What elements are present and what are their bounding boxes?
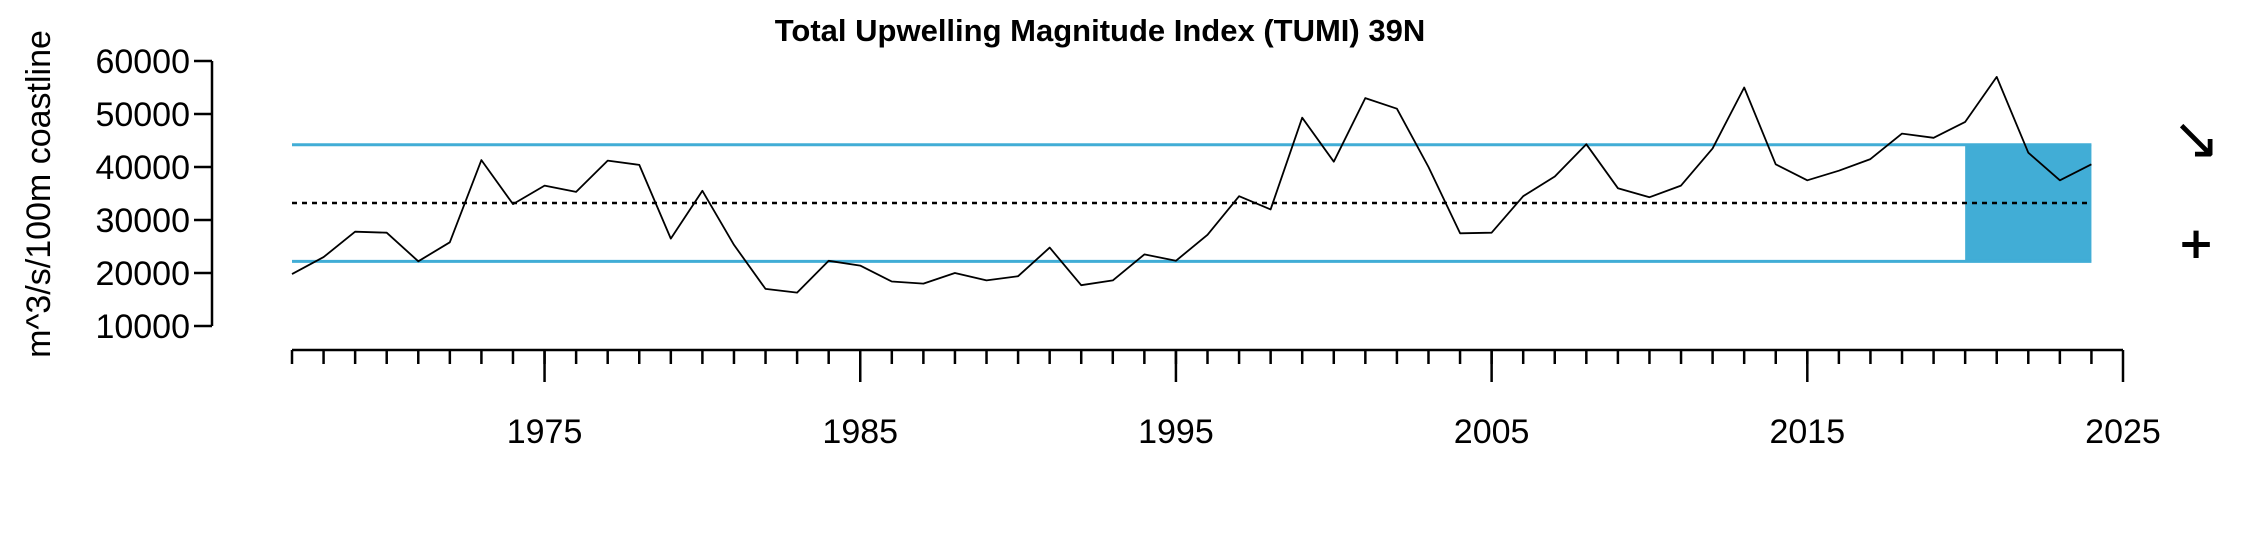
x-tick-label: 2015	[1769, 413, 1845, 451]
y-axis-label: m^3/s/100m coastline	[20, 30, 58, 358]
x-tick-label: 1975	[507, 413, 583, 451]
tumi-series-line	[291, 76, 2092, 294]
y-tick-label: 20000	[95, 255, 190, 293]
y-tick-label: 60000	[95, 43, 190, 81]
y-tick-label: 40000	[95, 149, 190, 187]
chart-title: Total Upwelling Magnitude Index (TUMI) 3…	[775, 13, 1425, 48]
x-tick-label: 2005	[1454, 413, 1530, 451]
x-tick-label: 2025	[2085, 413, 2161, 451]
x-tick-label: 1985	[822, 413, 898, 451]
y-axis: 10000 20000 30000 40000 50000 60000	[95, 43, 214, 346]
x-tick-label: 1995	[1138, 413, 1214, 451]
trend-arrow-icon: ↘	[2172, 104, 2221, 172]
y-tick-label: 50000	[95, 96, 190, 134]
plot-area	[291, 76, 2092, 294]
mean-status-icon: +	[2178, 218, 2215, 269]
trend-indicators: ↘+	[2172, 104, 2221, 269]
x-axis: 1975 1985 1995 2005 2015 2025	[290, 348, 2161, 451]
y-tick-label: 10000	[95, 308, 190, 346]
y-tick-label: 30000	[95, 202, 190, 240]
